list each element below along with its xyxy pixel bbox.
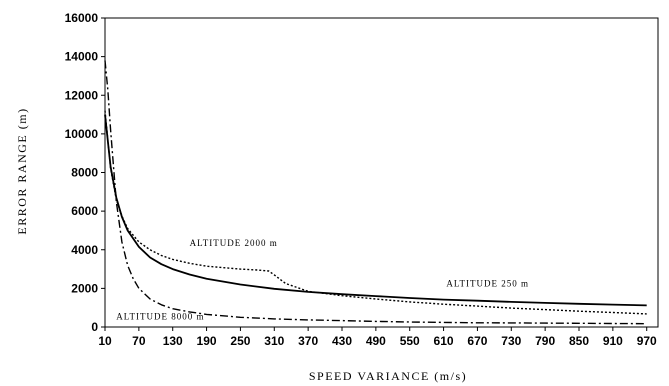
x-axis-ticks: 10 70 130 190 250 310 370 430 490 550 610 670 730 790… (98, 327, 657, 348)
y-tick-label: 12000 (65, 88, 99, 102)
x-axis-title: SPEED VARIANCE (m/s) (309, 369, 467, 383)
plot-frame (104, 17, 659, 328)
x-tick-label: 970 (637, 334, 657, 348)
y-tick-label: 0 (91, 320, 98, 334)
annotation-label: ALTITUDE 2000 m (190, 238, 278, 248)
annotation-label: ALTITUDE 250 m (446, 278, 529, 288)
x-tick-label: 550 (400, 334, 420, 348)
x-tick-label: 730 (501, 334, 521, 348)
y-tick-label: 8000 (71, 166, 98, 180)
y-axis-ticks: 0 2000 4000 6000 8000 10000 12000 14000 16000 (65, 11, 105, 334)
x-tick-label: 850 (569, 334, 589, 348)
x-tick-label: 430 (332, 334, 352, 348)
y-tick-label: 14000 (65, 50, 99, 64)
x-tick-label: 310 (264, 334, 284, 348)
x-tick-label: 370 (298, 334, 318, 348)
x-tick-label: 190 (197, 334, 217, 348)
series-layer (104, 60, 647, 325)
y-tick-label: 2000 (71, 281, 98, 295)
series-line-0 (104, 114, 647, 307)
x-tick-label: 70 (132, 334, 146, 348)
y-tick-label: 16000 (65, 11, 99, 25)
x-tick-label: 670 (467, 334, 487, 348)
x-tick-label: 790 (535, 334, 555, 348)
y-tick-label: 6000 (71, 204, 98, 218)
x-tick-label: 490 (366, 334, 386, 348)
y-axis-title: ERROR RANGE (m) (15, 107, 29, 234)
annotation-label: ALTITUDE 8000 m (116, 311, 204, 321)
annotations: ALTITUDE 2000 m ALTITUDE 250 m ALTITUDE 80… (116, 238, 529, 321)
x-tick-label: 130 (163, 334, 183, 348)
x-tick-label: 10 (98, 334, 112, 348)
series-line-2 (104, 60, 647, 325)
y-tick-label: 10000 (65, 127, 99, 141)
x-tick-label: 250 (230, 334, 250, 348)
x-tick-label: 910 (603, 334, 623, 348)
y-tick-label: 4000 (71, 243, 98, 257)
plot-area (104, 17, 659, 328)
x-tick-label: 610 (434, 334, 454, 348)
series-line-1 (104, 110, 647, 315)
